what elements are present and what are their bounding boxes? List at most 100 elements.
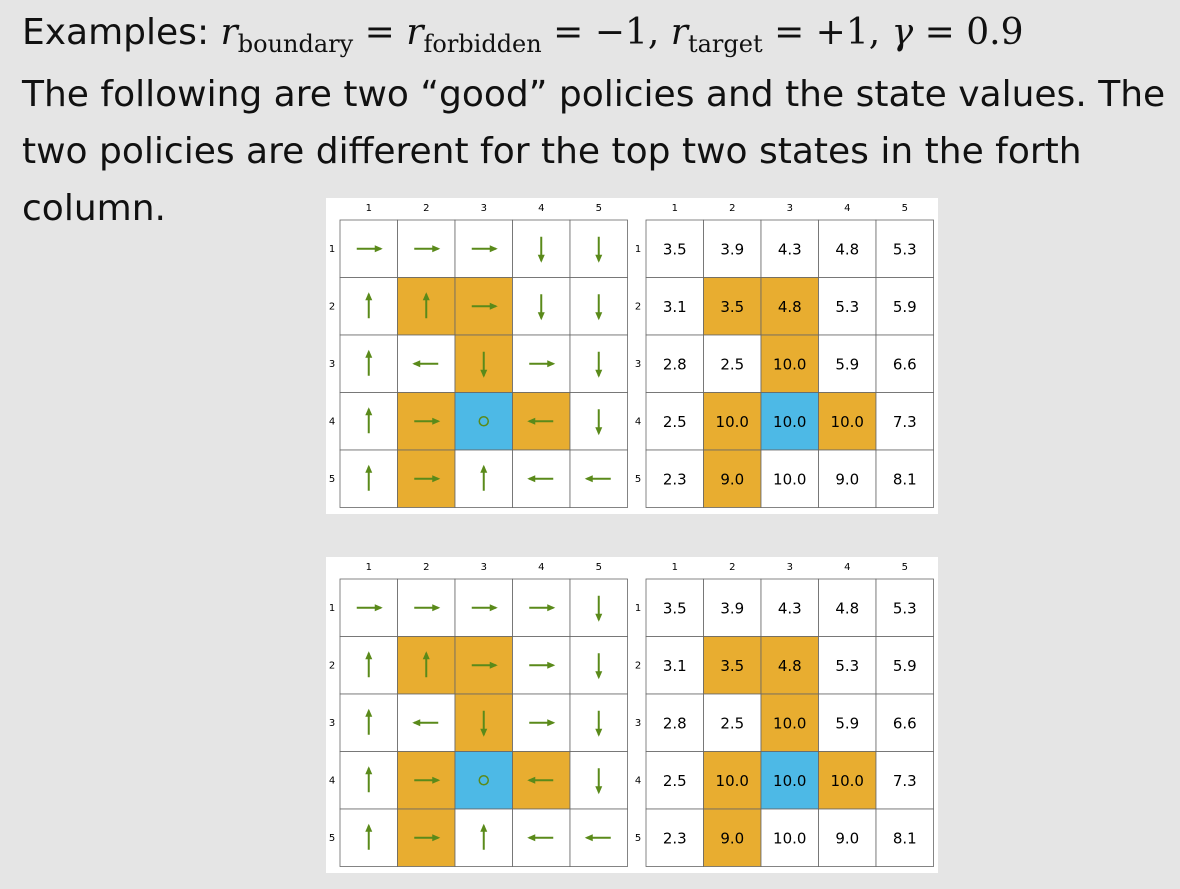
- heading: Examples: rboundary = rforbidden = −1, r…: [22, 12, 1023, 58]
- arrow-head: [374, 604, 383, 612]
- arrow-head: [432, 417, 441, 425]
- state-value: 2.8: [663, 714, 687, 732]
- arrow-head: [365, 766, 373, 775]
- row-label: 1: [635, 603, 641, 614]
- target-marker: [478, 775, 489, 786]
- grid-cell: [818, 636, 877, 695]
- arrow-head: [595, 613, 603, 622]
- math: r: [406, 12, 424, 53]
- arrow-head: [595, 312, 603, 321]
- grid-cell: [760, 219, 819, 278]
- arrow-head: [365, 464, 373, 473]
- state-value: 5.9: [835, 355, 859, 373]
- grid-cell: [875, 449, 934, 508]
- arrow-head: [365, 823, 373, 832]
- math: forbidden: [423, 30, 542, 59]
- grid-cell: [875, 219, 934, 278]
- state-value: 5.9: [893, 298, 917, 316]
- column-label: 2: [423, 562, 429, 573]
- math: r: [670, 12, 688, 53]
- state-value: 2.8: [663, 355, 687, 373]
- grid-cell: [645, 578, 704, 637]
- state-value: 10.0: [773, 772, 806, 790]
- grid-cell: [760, 751, 819, 810]
- state-value: 2.5: [663, 772, 687, 790]
- grid-cell: [818, 693, 877, 752]
- state-value: 8.1: [893, 829, 917, 847]
- grid-cell: [760, 277, 819, 336]
- grid-cell: [760, 693, 819, 752]
- state-value: 4.8: [835, 599, 859, 617]
- arrow-head: [432, 475, 441, 483]
- grid-cell: [760, 449, 819, 508]
- row-label: 4: [329, 775, 335, 786]
- arrow-head: [527, 417, 536, 425]
- grid-cell: [645, 693, 704, 752]
- row-label: 2: [635, 301, 641, 312]
- state-value: 5.3: [835, 298, 859, 316]
- row-label: 5: [635, 833, 641, 844]
- grid-cell: [760, 578, 819, 637]
- arrow-head: [374, 245, 383, 253]
- state-value: 9.0: [835, 470, 859, 488]
- row-label: 4: [635, 416, 641, 427]
- state-value: 5.9: [835, 714, 859, 732]
- column-label: 1: [366, 203, 372, 214]
- math: = 0.9: [924, 12, 1024, 53]
- grid-cell: [454, 392, 513, 451]
- arrow-head: [547, 360, 556, 368]
- column-label: 4: [538, 562, 544, 573]
- state-value: 4.8: [778, 298, 802, 316]
- row-label: 1: [635, 244, 641, 255]
- grid-cell: [703, 751, 762, 810]
- grid-cell: [645, 277, 704, 336]
- arrow-head: [527, 776, 536, 784]
- arrow-head: [489, 661, 498, 669]
- state-value: 10.0: [773, 413, 806, 431]
- state-value: 6.6: [893, 714, 917, 732]
- state-value: 5.3: [893, 599, 917, 617]
- column-label: 1: [672, 562, 678, 573]
- row-label: 5: [329, 833, 335, 844]
- row-label: 1: [329, 244, 335, 255]
- arrow-head: [595, 671, 603, 680]
- arrow-head: [584, 475, 593, 483]
- arrow-head: [365, 407, 373, 416]
- grid-cell: [875, 578, 934, 637]
- arrow-head: [489, 302, 498, 310]
- arrow-head: [547, 661, 556, 669]
- state-value: 2.3: [663, 470, 687, 488]
- row-label: 2: [329, 660, 335, 671]
- arrow-head: [537, 312, 545, 321]
- math: =: [364, 12, 395, 53]
- arrow-head: [365, 349, 373, 358]
- state-value: 3.5: [720, 657, 744, 675]
- arrow-head: [432, 245, 441, 253]
- target-marker: [478, 416, 489, 427]
- grid-cell: [512, 449, 571, 508]
- row-label: 3: [329, 718, 335, 729]
- column-label: 2: [729, 562, 735, 573]
- row-label: 3: [635, 718, 641, 729]
- grid-cell: [818, 808, 877, 867]
- state-value: 2.5: [720, 714, 744, 732]
- column-label: 3: [787, 203, 793, 214]
- arrow-head: [595, 254, 603, 263]
- state-value: 9.0: [720, 470, 744, 488]
- grid-cell: [645, 392, 704, 451]
- state-value: 5.9: [893, 657, 917, 675]
- state-value: 3.1: [663, 298, 687, 316]
- column-label: 1: [672, 203, 678, 214]
- math: γ: [891, 12, 914, 53]
- row-label: 5: [329, 474, 335, 485]
- state-value: 5.3: [835, 657, 859, 675]
- grid-cell: [875, 334, 934, 393]
- arrow-head: [595, 728, 603, 737]
- arrow-head: [422, 651, 430, 660]
- arrow-head: [432, 604, 441, 612]
- grid-cell: [645, 751, 704, 810]
- grid-cell: [760, 808, 819, 867]
- grid-cell: [645, 636, 704, 695]
- arrow-head: [480, 464, 488, 473]
